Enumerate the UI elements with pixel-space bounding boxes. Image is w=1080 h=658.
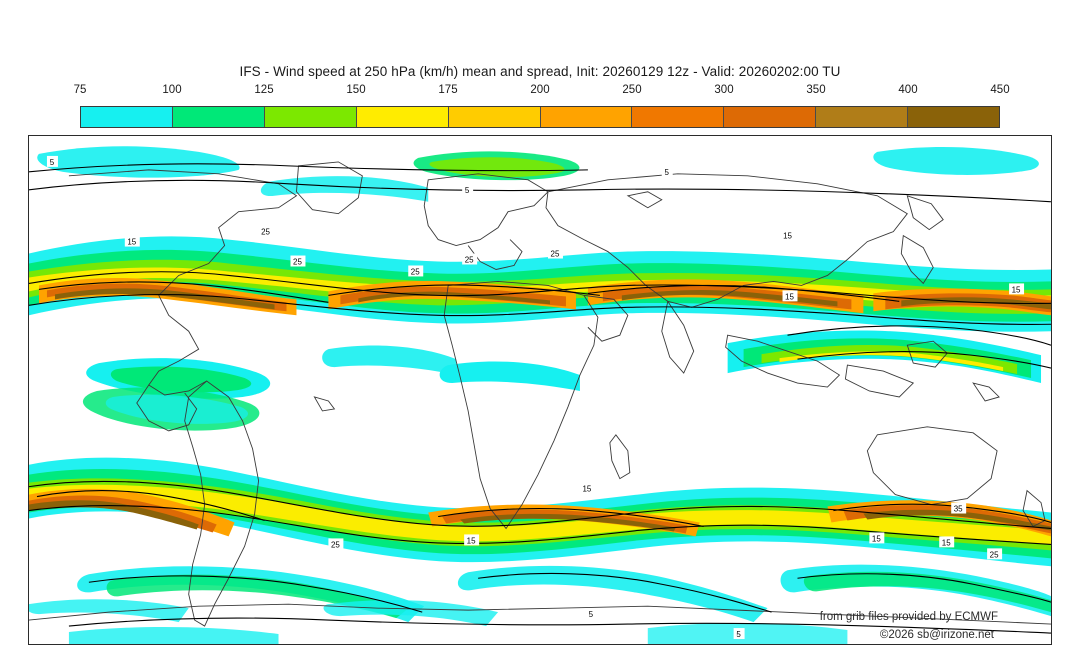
contour-label-5: 5 [46,155,58,167]
svg-text:35: 35 [954,505,963,514]
colorbar-tick-150: 150 [346,84,366,96]
svg-text:25: 25 [465,256,474,265]
colorbar-tick-200: 200 [530,84,550,96]
colorbar-tick-350: 350 [806,84,826,96]
coastlines [29,161,1051,627]
contour-label-25: 25 [290,255,306,267]
colorbar-segment-350-400 [816,107,909,127]
colorbar-tick-labels: 75 100 125 150 175 200 250 300 350 400 4… [74,84,1010,100]
svg-text:15: 15 [785,292,794,301]
north-atlantic-jet [38,277,297,316]
chart-title: IFS - Wind speed at 250 hPa (km/h) mean … [239,64,841,79]
colorbar-tick-250: 250 [622,84,642,96]
colorbar-tick-400: 400 [898,84,918,96]
svg-text:15: 15 [127,238,136,247]
tropical-patches [82,345,580,431]
copyright-notice: ©2026 sb@irizone.net [879,629,994,641]
svg-text:25: 25 [261,228,270,237]
svg-text:25: 25 [990,550,999,559]
colorbar [80,106,1000,128]
south-pacific-jet-core [827,500,1051,537]
colorbar-tick-75: 75 [73,84,87,96]
contour-label-5: 5 [733,628,745,639]
colorbar-segment-175-200 [448,107,541,127]
contour-label-25: 25 [408,265,424,276]
colorbar-segment-400-450 [908,107,1000,127]
colorbar-tick-175: 175 [438,84,458,96]
contour-label-15: 15 [869,532,885,543]
contour-label-15: 15 [780,229,796,241]
svg-text:5: 5 [50,158,55,167]
svg-text:25: 25 [293,258,302,267]
contour-label-25: 25 [987,548,1003,559]
svg-text:25: 25 [551,250,560,259]
contour-label-5: 5 [585,608,597,619]
antarctic-patches [68,622,848,644]
svg-text:15: 15 [467,536,476,545]
contour-label-15: 15 [782,290,798,301]
colorbar-segment-300-350 [724,107,817,127]
colorbar-tick-450: 450 [990,84,1010,96]
svg-text:25: 25 [411,267,420,276]
svg-text:5: 5 [465,186,470,195]
svg-text:15: 15 [942,538,951,547]
svg-text:25: 25 [331,540,340,549]
contour-label-5: 5 [661,165,673,177]
colorbar-tick-100: 100 [162,84,182,96]
map-panel: 15 15 15 25 25 [28,135,1052,645]
contour-label-15: 15 [1009,283,1025,294]
arctic-patches [37,146,1039,202]
asia-subtropical-jet [587,279,864,314]
south-atlantic-jet-core [29,488,235,537]
colorbar-segment-150-175 [356,107,449,127]
colorbar-segment-250-300 [632,107,725,127]
colorbar-segment-125-150 [264,107,357,127]
svg-text:15: 15 [783,232,792,241]
southern-indian-jet-core [428,504,700,537]
spread-contours [29,163,1051,634]
data-source-credit: from grib files provided by ECMWF [819,611,998,623]
contour-label-25: 25 [547,247,563,259]
colorbar-tick-125: 125 [254,84,274,96]
wind-speed-map: 15 15 15 25 25 [29,136,1051,644]
svg-text:5: 5 [665,168,670,177]
colorbar-segment-200-250 [540,107,633,127]
svg-text:15: 15 [582,485,591,494]
contour-label-15: 15 [464,534,480,545]
contour-label-25: 25 [258,225,274,237]
colorbar-segment-75-100 [81,107,173,127]
contour-label-15: 15 [124,235,140,247]
colorbar-tick-300: 300 [714,84,734,96]
contour-label-5: 5 [462,183,474,195]
svg-text:5: 5 [589,610,594,619]
colorbar-segment-100-125 [172,107,265,127]
contour-label-35: 35 [951,502,967,514]
svg-text:15: 15 [872,534,881,543]
southern-secondary-patches [29,564,1051,627]
contour-labels: 15 15 15 25 25 [46,155,1025,639]
contour-label-25: 25 [328,538,344,549]
svg-text:5: 5 [736,630,741,639]
contour-label-15: 15 [579,482,595,494]
north-secondary-band [727,330,1042,384]
svg-text:15: 15 [1012,285,1021,294]
contour-label-25: 25 [462,253,478,265]
contour-label-15: 15 [939,536,955,547]
